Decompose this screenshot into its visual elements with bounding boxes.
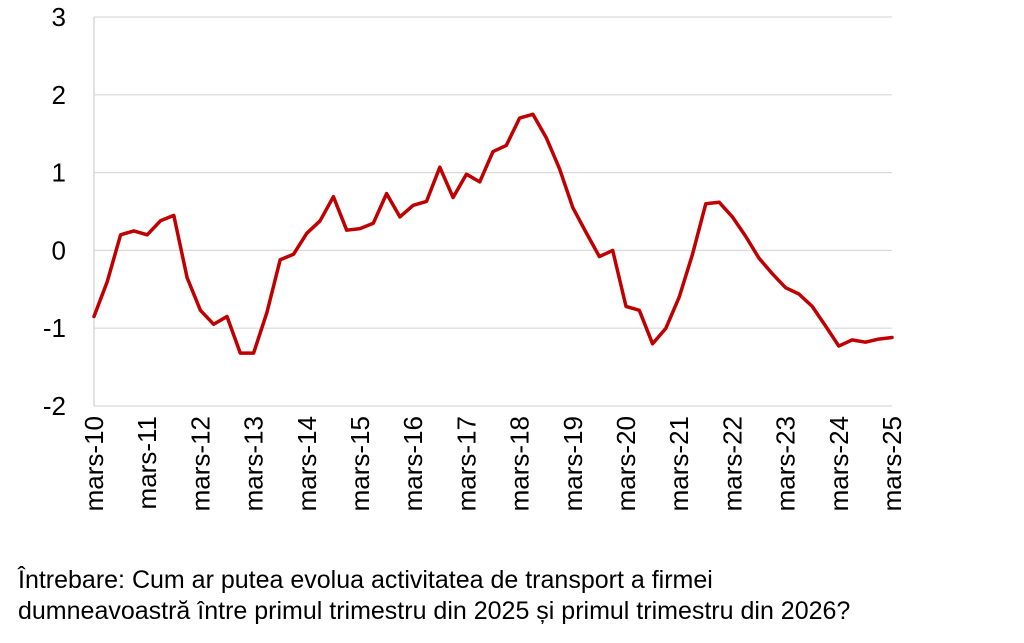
x-tick-label: mars-21 <box>664 416 694 511</box>
y-tick-label: 3 <box>52 2 66 32</box>
x-tick-label: mars-11 <box>132 416 162 509</box>
x-tick-label: mars-20 <box>611 416 641 511</box>
y-tick-label: -2 <box>43 391 66 421</box>
y-tick-label: -1 <box>43 313 66 343</box>
y-tick-label: 2 <box>52 80 66 110</box>
x-tick-label: mars-25 <box>877 416 907 511</box>
x-tick-label: mars-15 <box>345 416 375 511</box>
x-tick-label: mars-24 <box>824 416 854 511</box>
series-layer <box>92 112 894 355</box>
x-tick-label: mars-14 <box>292 416 322 511</box>
x-tick-label: mars-10 <box>79 416 109 511</box>
x-tick-label: mars-19 <box>558 416 588 511</box>
y-tick-label: 0 <box>52 235 66 265</box>
x-tick-label: mars-12 <box>185 416 215 511</box>
x-tick-label: mars-13 <box>239 416 269 511</box>
question-caption: Întrebare: Cum ar putea evolua activitat… <box>18 565 1018 627</box>
x-tick-label: mars-23 <box>771 416 801 511</box>
x-tick-label: mars-17 <box>451 416 481 511</box>
y-tick-label: 1 <box>52 158 66 188</box>
question-line-1: Întrebare: Cum ar putea evolua activitat… <box>18 566 713 594</box>
gridlines <box>94 16 892 407</box>
x-tick-label: mars-18 <box>505 416 535 511</box>
series-line <box>92 112 894 355</box>
y-tick-labels: -2 -1 0 1 2 3 <box>43 2 66 421</box>
x-tick-labels: mars-10 mars-11 mars-12 mars-13 mars-14 mars-… <box>79 416 907 511</box>
x-tick-label: mars-22 <box>717 416 747 511</box>
x-tick-label: mars-16 <box>398 416 428 511</box>
question-line-2: dumneavoastră între primul trimestru din… <box>18 597 851 625</box>
